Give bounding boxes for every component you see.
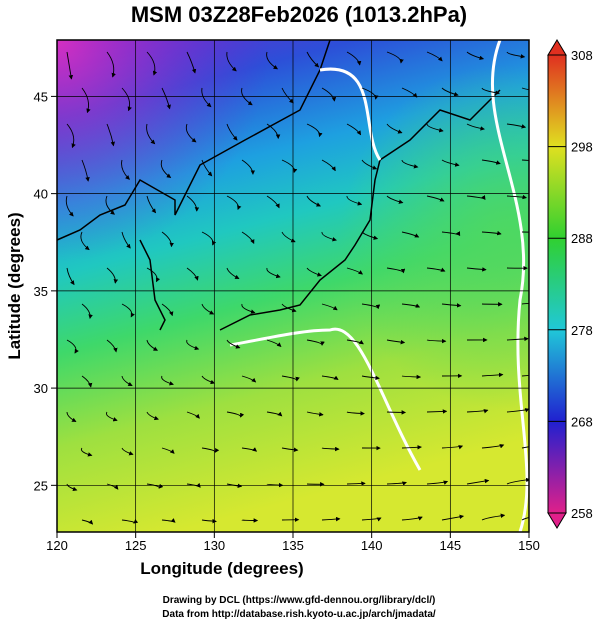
colorbar: 258 268 278 288 298 308 [548, 40, 593, 528]
title: MSM 03Z28Feb2026 (1013.2hPa) [131, 2, 467, 27]
colorbar-bar [548, 55, 566, 513]
colorbar-tick-label: 278 [571, 323, 593, 338]
streamline [242, 520, 257, 521]
map-field [57, 40, 546, 532]
credit: Drawing by DCL (https://www.gfd-dennou.o… [163, 595, 436, 606]
x-tick-label: 140 [361, 538, 383, 553]
y-tick-label: 30 [34, 381, 48, 396]
colorbar-tick-label: 268 [571, 414, 593, 429]
y-axis-label: Latitude (degrees) [5, 212, 24, 359]
colorbar-tick-label: 308 [571, 48, 593, 63]
colorbar-extend [548, 40, 566, 55]
x-tick-label: 135 [282, 538, 304, 553]
colorbar-tick-label: 298 [571, 140, 593, 155]
x-tick-label: 145 [439, 538, 461, 553]
y-tick-label: 35 [34, 284, 48, 299]
x-tick-label: 130 [203, 538, 225, 553]
x-tick-label: 125 [125, 538, 147, 553]
colorbar-tick-label: 258 [571, 506, 593, 521]
credit: Data from http://database.rish.kyoto-u.a… [162, 609, 436, 620]
colorbar-tick-label: 288 [571, 231, 593, 246]
x-tick-label: 120 [46, 538, 68, 553]
y-tick-label: 40 [34, 187, 48, 202]
y-tick-label: 45 [34, 89, 48, 104]
x-tick-label: 150 [518, 538, 540, 553]
y-tick-label: 25 [34, 478, 48, 493]
colorbar-extend [548, 513, 566, 528]
x-axis-label: Longitude (degrees) [140, 559, 303, 578]
